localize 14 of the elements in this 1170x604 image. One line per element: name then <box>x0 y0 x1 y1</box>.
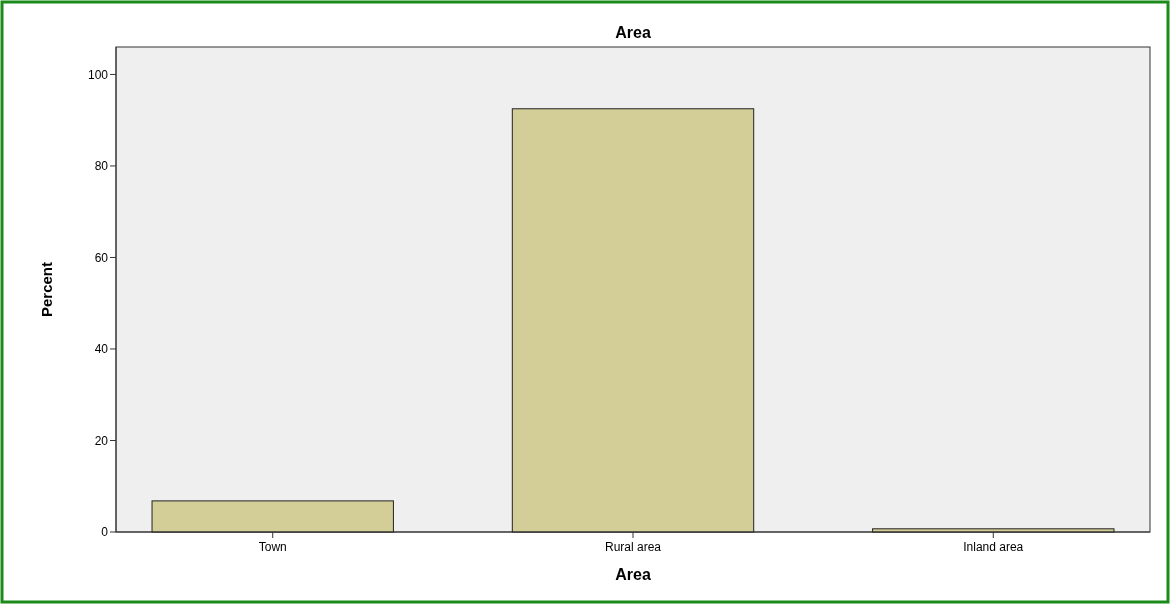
bar <box>151 500 394 533</box>
x-tick-label: Rural area <box>604 540 662 554</box>
chart-title: Area <box>615 24 651 41</box>
y-axis-title: Percent <box>38 261 55 318</box>
y-tick-label: 20 <box>94 433 109 448</box>
y-tick-label: 80 <box>94 159 109 174</box>
x-axis-title: Area <box>615 566 651 583</box>
x-tick-label: Town <box>258 540 287 554</box>
y-tick-label: 100 <box>87 67 109 82</box>
y-tick-label: 40 <box>94 342 109 357</box>
x-tick-label: Inland area <box>963 540 1024 554</box>
bar <box>511 108 755 533</box>
y-tick-label: 0 <box>101 525 109 540</box>
y-tick-label: 60 <box>94 250 109 265</box>
